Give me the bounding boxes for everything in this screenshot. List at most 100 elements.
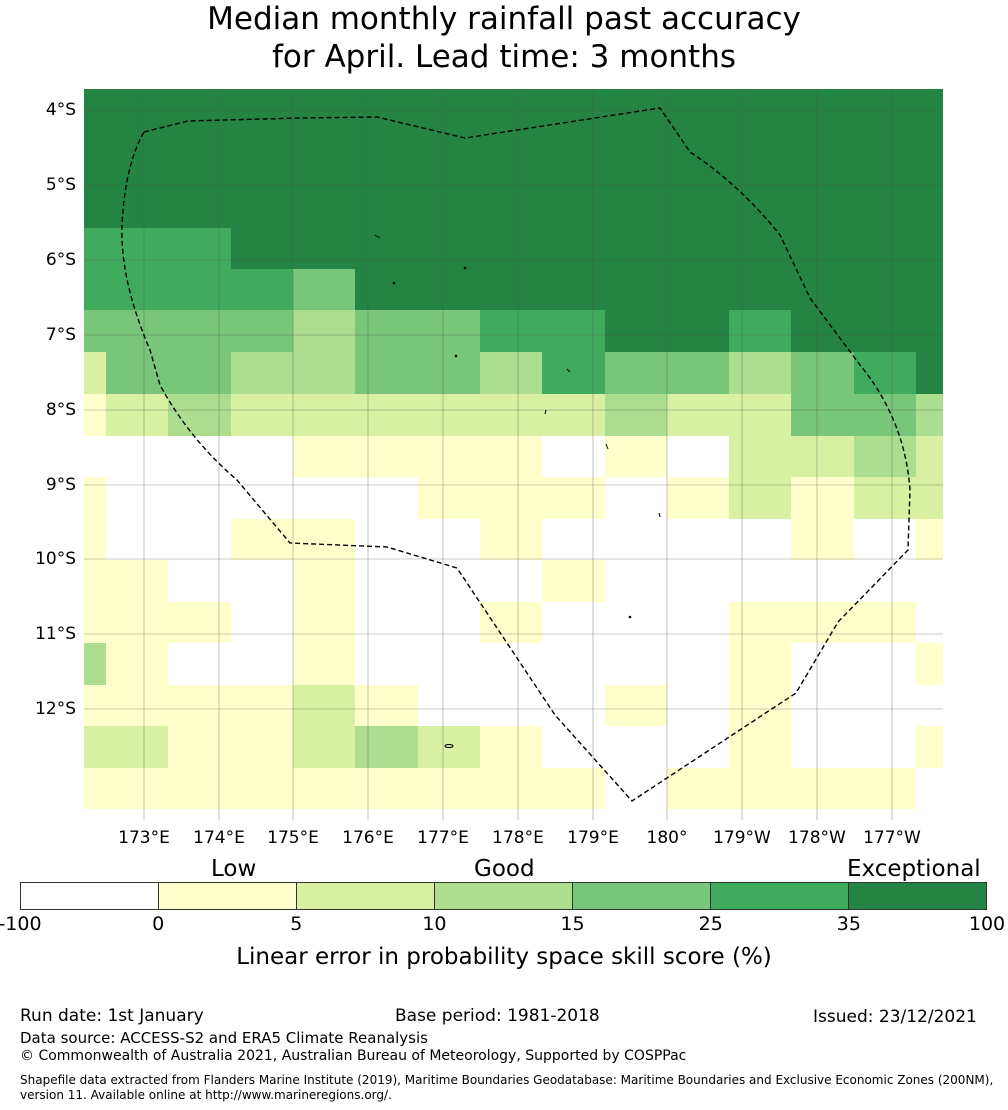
skill-cell bbox=[605, 150, 667, 189]
copyright: © Commonwealth of Australia 2021, Austra… bbox=[20, 1048, 687, 1064]
colorbar-tick: 10 bbox=[422, 913, 447, 935]
skill-cell bbox=[791, 768, 854, 809]
lon-label: 179°E bbox=[567, 828, 619, 848]
skill-cell bbox=[231, 768, 293, 809]
skill-cell bbox=[916, 602, 943, 643]
skill-cell bbox=[916, 643, 943, 685]
skill-cell bbox=[355, 189, 418, 228]
skill-cell bbox=[542, 643, 605, 685]
skill-cell bbox=[854, 110, 916, 150]
skill-cell bbox=[106, 768, 168, 809]
category-low: Low bbox=[211, 856, 257, 882]
skill-cell bbox=[542, 477, 605, 519]
lon-label: 178°E bbox=[492, 828, 544, 848]
skill-cell bbox=[667, 150, 729, 189]
skill-cell bbox=[729, 477, 791, 519]
eez-boundary bbox=[121, 107, 911, 802]
skill-cell bbox=[480, 228, 542, 269]
skill-cell bbox=[84, 228, 168, 269]
skill-cell bbox=[106, 726, 168, 768]
island bbox=[566, 368, 571, 373]
skill-cell bbox=[791, 560, 854, 602]
skill-cell bbox=[84, 150, 168, 189]
skill-cell bbox=[84, 477, 106, 519]
skill-cell bbox=[84, 685, 106, 726]
island bbox=[374, 234, 381, 239]
skill-cell bbox=[84, 352, 106, 394]
skill-cell bbox=[418, 150, 480, 189]
skill-cell bbox=[916, 394, 943, 436]
lon-label: 177°E bbox=[417, 828, 469, 848]
skill-cell bbox=[231, 228, 293, 269]
skill-cell bbox=[854, 394, 916, 436]
lon-label: 179°W bbox=[713, 828, 771, 848]
skill-cell bbox=[854, 519, 916, 560]
skill-cell bbox=[418, 228, 480, 269]
colorbar-tick: 5 bbox=[290, 913, 303, 935]
skill-cell bbox=[916, 685, 943, 726]
skill-cell bbox=[106, 643, 168, 685]
skill-cell bbox=[729, 228, 791, 269]
skill-cell bbox=[418, 352, 480, 394]
skill-cell bbox=[605, 768, 667, 809]
lat-label: 11°S bbox=[35, 624, 76, 644]
skill-cell bbox=[791, 352, 854, 394]
skill-cell bbox=[854, 436, 916, 477]
skill-cell bbox=[667, 310, 729, 352]
skill-cell bbox=[293, 436, 355, 477]
skill-cell bbox=[418, 394, 480, 436]
skill-cell bbox=[542, 436, 605, 477]
skill-cell bbox=[355, 352, 418, 394]
skill-cell bbox=[231, 150, 293, 189]
skill-cell bbox=[791, 685, 854, 726]
skill-cell bbox=[791, 150, 854, 189]
skill-cell bbox=[729, 352, 791, 394]
skill-cell bbox=[605, 110, 667, 150]
skill-cell bbox=[168, 643, 231, 685]
skill-cell bbox=[480, 602, 542, 643]
skill-cell bbox=[854, 228, 916, 269]
skill-cell bbox=[355, 726, 418, 768]
skill-cell bbox=[84, 110, 168, 150]
skill-cell bbox=[231, 310, 293, 352]
skill-cell bbox=[168, 394, 231, 436]
skill-grid bbox=[84, 89, 943, 809]
skill-cell bbox=[293, 477, 355, 519]
skill-cell bbox=[293, 110, 355, 150]
category-good: Good bbox=[474, 856, 535, 882]
colorbar-segment bbox=[849, 883, 986, 909]
skill-cell bbox=[542, 352, 605, 394]
skill-cell bbox=[542, 89, 605, 110]
island bbox=[454, 354, 458, 358]
skill-cell bbox=[667, 519, 729, 560]
skill-cell bbox=[667, 89, 729, 110]
skill-cell bbox=[916, 269, 943, 310]
data-source: Data source: ACCESS-S2 and ERA5 Climate … bbox=[20, 1029, 428, 1047]
skill-cell bbox=[854, 310, 916, 352]
skill-cell bbox=[854, 685, 916, 726]
skill-cell bbox=[854, 89, 916, 110]
chart-title: Median monthly rainfall past accuracy fo… bbox=[0, 0, 1008, 76]
skill-cell bbox=[542, 269, 605, 310]
skill-cell bbox=[854, 477, 916, 519]
skill-cell bbox=[542, 110, 605, 150]
skill-cell bbox=[168, 477, 231, 519]
skill-cell bbox=[480, 310, 542, 352]
skill-cell bbox=[418, 519, 480, 560]
skill-cell bbox=[168, 89, 231, 110]
skill-cell bbox=[106, 560, 168, 602]
skill-cell bbox=[916, 768, 943, 809]
skill-cell bbox=[168, 519, 231, 560]
skill-cell bbox=[418, 602, 480, 643]
skill-cell bbox=[542, 726, 605, 768]
skill-cell bbox=[106, 394, 168, 436]
skill-cell bbox=[231, 352, 293, 394]
skill-cell bbox=[667, 602, 729, 643]
skill-cell bbox=[106, 477, 168, 519]
skill-cell bbox=[355, 394, 418, 436]
skill-cell bbox=[355, 602, 418, 643]
skill-cell bbox=[293, 189, 355, 228]
skill-cell bbox=[791, 602, 854, 643]
colorbar bbox=[20, 882, 987, 910]
skill-cell bbox=[854, 352, 916, 394]
